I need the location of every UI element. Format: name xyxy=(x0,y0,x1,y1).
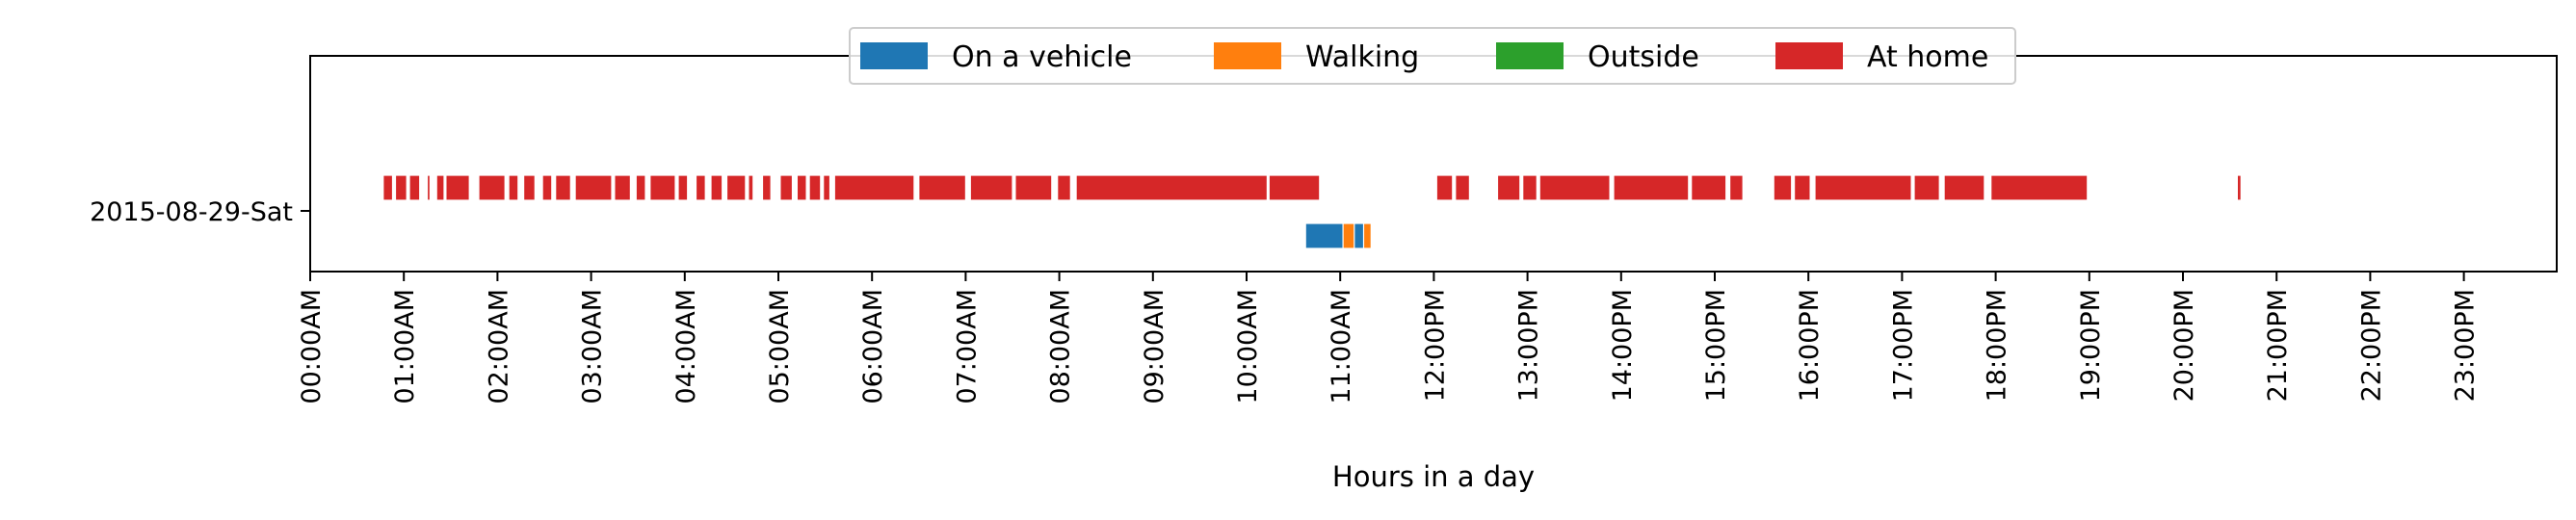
x-tick-label: 23:00PM xyxy=(2451,289,2481,402)
segment-at-home-35 xyxy=(1522,174,1538,201)
x-axis: 00:00AM 01:00AM 02:00AM 03:00AM 04:00AM 05:00… xyxy=(297,272,2481,404)
segment-at-home-34 xyxy=(1496,174,1521,201)
segment-at-home-13 xyxy=(635,174,646,201)
legend-label-outside: Outside xyxy=(1588,40,1699,74)
segment-at-home-45 xyxy=(1990,174,2089,201)
legend-box xyxy=(849,27,2016,85)
segment-at-home-31 xyxy=(1268,174,1321,201)
segment-walking-0 xyxy=(1342,222,1355,249)
x-tick-label: 00:00AM xyxy=(297,289,327,404)
segment-at-home-22 xyxy=(796,174,807,201)
x-tick-label: 14:00PM xyxy=(1608,289,1638,402)
x-tick-label: 08:00AM xyxy=(1046,289,1076,404)
segment-at-home-16 xyxy=(695,174,706,201)
segment-at-home-40 xyxy=(1773,174,1793,201)
segment-at-home-41 xyxy=(1793,174,1811,201)
x-tick-label: 18:00PM xyxy=(1983,289,2012,402)
segment-at-home-25 xyxy=(833,174,915,201)
x-tick-label: 04:00AM xyxy=(671,289,701,404)
x-tick-label: 05:00AM xyxy=(765,289,795,404)
segment-at-home-0 xyxy=(382,174,394,201)
x-tick-label: 09:00AM xyxy=(1140,289,1170,404)
x-tick-label: 17:00PM xyxy=(1888,289,1918,402)
x-tick-label: 22:00PM xyxy=(2356,289,2386,402)
plot-frame xyxy=(309,55,2558,273)
legend: On a vehicle Walking Outside At home xyxy=(849,27,2016,85)
legend-label-on-a-vehicle: On a vehicle xyxy=(952,40,1132,74)
legend-label-at-home: At home xyxy=(1867,40,1988,74)
segment-at-home-7 xyxy=(508,174,519,201)
segment-at-home-46 xyxy=(2236,174,2242,201)
segments-layer xyxy=(382,174,2242,249)
segment-at-home-21 xyxy=(779,174,794,201)
segment-at-home-28 xyxy=(1014,174,1053,201)
segment-at-home-30 xyxy=(1075,174,1268,201)
segment-at-home-1 xyxy=(394,174,407,201)
segment-at-home-3 xyxy=(426,174,432,201)
segment-at-home-42 xyxy=(1814,174,1912,201)
segment-on-a-vehicle-0 xyxy=(1304,222,1344,249)
segment-at-home-33 xyxy=(1455,174,1471,201)
y-tick-label: 2015-08-29-Sat xyxy=(90,197,293,227)
segment-at-home-38 xyxy=(1691,174,1727,201)
x-axis-label: Hours in a day xyxy=(1332,460,1535,493)
segment-at-home-10 xyxy=(555,174,571,201)
segment-at-home-11 xyxy=(574,174,613,201)
segment-at-home-15 xyxy=(677,174,689,201)
segment-at-home-17 xyxy=(710,174,723,201)
x-tick-label: 12:00PM xyxy=(1420,289,1450,402)
y-axis: 2015-08-29-Sat xyxy=(90,197,310,227)
legend-label-walking: Walking xyxy=(1305,40,1419,74)
x-tick-label: 19:00PM xyxy=(2076,289,2106,402)
segment-at-home-39 xyxy=(1728,174,1744,201)
segment-at-home-5 xyxy=(445,174,470,201)
segment-at-home-8 xyxy=(522,174,536,201)
segment-at-home-23 xyxy=(808,174,822,201)
segment-at-home-32 xyxy=(1435,174,1454,201)
segment-walking-1 xyxy=(1362,222,1372,249)
x-tick-label: 06:00AM xyxy=(858,289,888,404)
segment-at-home-24 xyxy=(823,174,831,201)
segment-at-home-20 xyxy=(761,174,772,201)
x-tick-label: 13:00PM xyxy=(1514,289,1544,402)
segment-at-home-4 xyxy=(435,174,445,201)
segment-at-home-36 xyxy=(1538,174,1611,201)
x-tick-label: 07:00AM xyxy=(952,289,982,404)
segment-at-home-44 xyxy=(1943,174,1985,201)
segment-at-home-26 xyxy=(918,174,966,201)
legend-swatch-at-home xyxy=(1775,42,1843,69)
x-tick-label: 10:00AM xyxy=(1233,289,1263,404)
segment-at-home-29 xyxy=(1057,174,1071,201)
segment-at-home-9 xyxy=(541,174,553,201)
segment-at-home-6 xyxy=(478,174,506,201)
x-tick-label: 15:00PM xyxy=(1701,289,1731,402)
x-tick-label: 16:00PM xyxy=(1795,289,1825,402)
x-tick-label: 01:00AM xyxy=(390,289,420,404)
segment-at-home-14 xyxy=(649,174,676,201)
segment-at-home-2 xyxy=(408,174,421,201)
legend-swatch-outside xyxy=(1496,42,1564,69)
x-tick-label: 21:00PM xyxy=(2263,289,2293,402)
segment-at-home-18 xyxy=(725,174,747,201)
legend-swatch-on-a-vehicle xyxy=(860,42,928,69)
legend-swatch-walking xyxy=(1214,42,1281,69)
x-tick-label: 20:00PM xyxy=(2169,289,2199,402)
x-tick-label: 03:00AM xyxy=(578,289,608,404)
segment-at-home-27 xyxy=(969,174,1013,201)
segment-at-home-12 xyxy=(614,174,632,201)
x-tick-label: 11:00AM xyxy=(1327,289,1356,404)
segment-at-home-43 xyxy=(1913,174,1940,201)
segment-at-home-37 xyxy=(1613,174,1690,201)
x-tick-label: 02:00AM xyxy=(484,289,513,404)
segment-at-home-19 xyxy=(748,174,754,201)
